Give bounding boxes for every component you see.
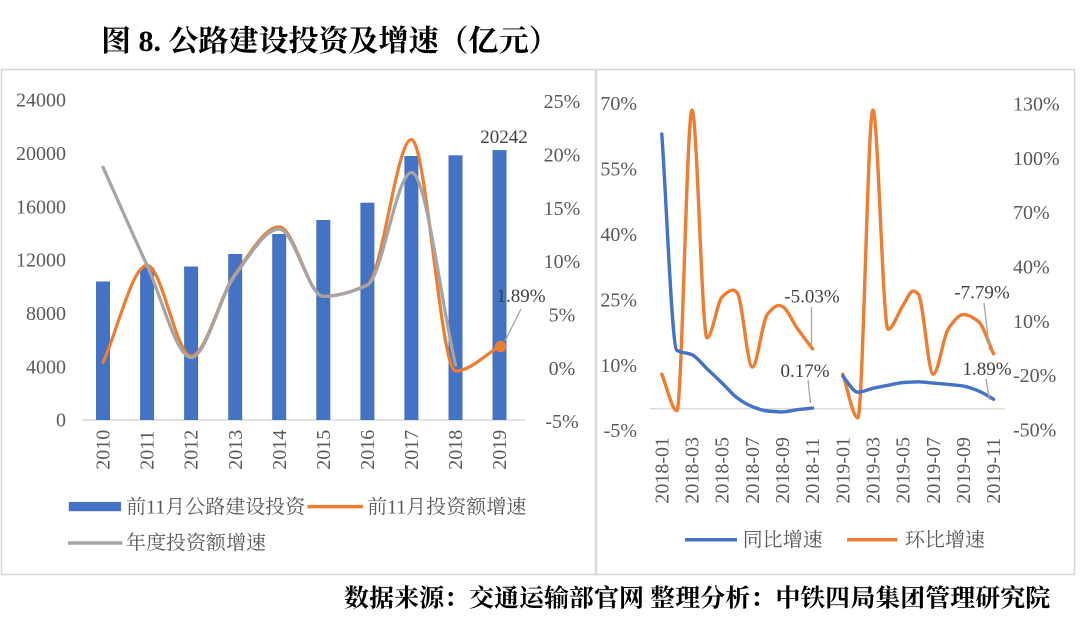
svg-text:2018-09: 2018-09 xyxy=(772,437,794,504)
svg-text:-7.79%: -7.79% xyxy=(954,283,1010,304)
svg-text:1.89%: 1.89% xyxy=(496,286,545,307)
svg-text:2011: 2011 xyxy=(137,430,159,469)
svg-text:-5%: -5% xyxy=(545,411,578,433)
svg-text:-5%: -5% xyxy=(604,420,637,442)
svg-text:4000: 4000 xyxy=(26,356,66,378)
svg-text:2018-05: 2018-05 xyxy=(712,437,734,504)
svg-text:40%: 40% xyxy=(1013,257,1050,279)
svg-text:0.17%: 0.17% xyxy=(780,361,829,382)
svg-text:前11月投资额增速: 前11月投资额增速 xyxy=(367,490,526,519)
svg-text:0: 0 xyxy=(56,410,66,432)
svg-text:16000: 16000 xyxy=(16,196,66,218)
svg-text:5%: 5% xyxy=(549,304,576,326)
svg-text:1.89%: 1.89% xyxy=(962,359,1011,380)
svg-text:12000: 12000 xyxy=(16,250,66,272)
svg-text:2019: 2019 xyxy=(489,430,511,470)
svg-text:10%: 10% xyxy=(1013,311,1050,333)
svg-text:2019-05: 2019-05 xyxy=(893,437,915,504)
svg-text:2019-03: 2019-03 xyxy=(863,437,885,504)
svg-text:2016: 2016 xyxy=(357,430,379,470)
svg-text:15%: 15% xyxy=(544,198,581,220)
svg-text:55%: 55% xyxy=(600,159,637,181)
svg-text:2018-01: 2018-01 xyxy=(651,437,673,504)
svg-text:前11月公路建设投资: 前11月公路建设投资 xyxy=(126,490,305,519)
svg-text:-20%: -20% xyxy=(1013,365,1056,387)
svg-text:数据来源：交通运输部官网 整理分析：中铁四局集团管理研究院: 数据来源：交通运输部官网 整理分析：中铁四局集团管理研究院 xyxy=(344,585,1050,613)
svg-text:2019-01: 2019-01 xyxy=(832,437,854,504)
svg-text:25%: 25% xyxy=(544,91,581,113)
svg-text:-5.03%: -5.03% xyxy=(784,287,840,308)
svg-text:40%: 40% xyxy=(600,224,637,246)
svg-text:2018-03: 2018-03 xyxy=(682,437,704,504)
svg-text:2018-11: 2018-11 xyxy=(802,438,824,504)
svg-text:图 8. 公路建设投资及增速（亿元）: 图 8. 公路建设投资及增速（亿元） xyxy=(101,25,559,58)
svg-text:130%: 130% xyxy=(1013,94,1060,116)
svg-text:100%: 100% xyxy=(1013,148,1060,170)
svg-text:8000: 8000 xyxy=(26,303,66,325)
svg-text:2019-11: 2019-11 xyxy=(983,438,1005,504)
svg-text:20000: 20000 xyxy=(16,143,66,165)
svg-text:2017: 2017 xyxy=(401,430,423,470)
svg-text:20%: 20% xyxy=(544,145,581,167)
svg-text:25%: 25% xyxy=(600,289,637,311)
svg-text:10%: 10% xyxy=(600,355,637,377)
svg-text:2014: 2014 xyxy=(269,430,291,470)
svg-text:2012: 2012 xyxy=(181,430,203,470)
svg-text:10%: 10% xyxy=(544,251,581,273)
svg-text:2019-09: 2019-09 xyxy=(953,437,975,504)
svg-text:同比增速: 同比增速 xyxy=(743,524,823,553)
svg-text:2013: 2013 xyxy=(225,430,247,470)
svg-text:0%: 0% xyxy=(549,358,576,380)
svg-text:2010: 2010 xyxy=(93,430,115,470)
svg-text:70%: 70% xyxy=(600,93,637,115)
svg-text:环比增速: 环比增速 xyxy=(905,524,985,553)
svg-text:年度投资额增速: 年度投资额增速 xyxy=(126,527,266,556)
svg-text:20242: 20242 xyxy=(480,127,528,148)
svg-text:2018-07: 2018-07 xyxy=(742,437,764,504)
svg-text:70%: 70% xyxy=(1013,202,1050,224)
svg-text:24000: 24000 xyxy=(16,90,66,112)
svg-text:2015: 2015 xyxy=(313,430,335,470)
svg-text:2019-07: 2019-07 xyxy=(923,437,945,504)
svg-text:2018: 2018 xyxy=(445,430,467,470)
svg-text:-50%: -50% xyxy=(1013,419,1056,441)
